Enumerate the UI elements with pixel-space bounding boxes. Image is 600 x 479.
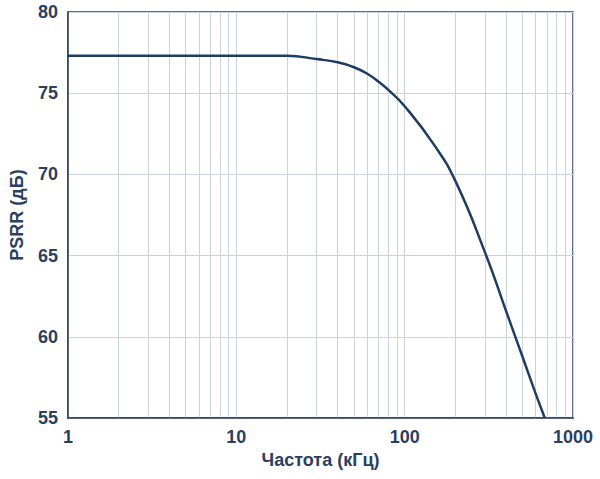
svg-text:10: 10 xyxy=(226,427,246,447)
svg-text:PSRR (дБ): PSRR (дБ) xyxy=(7,169,27,260)
svg-text:75: 75 xyxy=(38,83,58,103)
svg-text:55: 55 xyxy=(38,408,58,428)
svg-text:1: 1 xyxy=(63,427,73,447)
svg-text:100: 100 xyxy=(390,427,420,447)
svg-text:60: 60 xyxy=(38,327,58,347)
svg-text:65: 65 xyxy=(38,246,58,266)
svg-text:70: 70 xyxy=(38,164,58,184)
svg-text:1000: 1000 xyxy=(553,427,593,447)
svg-text:Частота (кГц): Частота (кГц) xyxy=(262,450,380,470)
svg-text:80: 80 xyxy=(38,2,58,22)
